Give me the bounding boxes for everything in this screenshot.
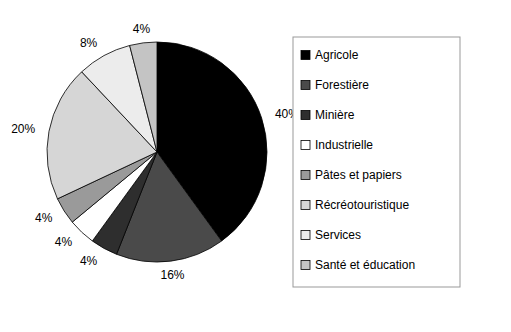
data-label: 4% <box>80 254 98 268</box>
data-label: 8% <box>80 36 98 50</box>
data-label: 4% <box>133 22 151 36</box>
chart-container: 40%16%4%4%4%20%8%4%AgricoleForestièreMin… <box>0 0 511 332</box>
pie-slice <box>130 42 157 152</box>
chart-svg: 40%16%4%4%4%20%8%4%AgricoleForestièreMin… <box>0 0 511 332</box>
legend-box <box>293 37 460 287</box>
legend-label: Services <box>315 228 361 242</box>
legend-swatch <box>301 261 310 270</box>
slices <box>47 42 267 262</box>
legend-label: Santé et éducation <box>315 258 415 272</box>
legend-label: Forestière <box>315 78 369 92</box>
legend-label: Agricole <box>315 48 359 62</box>
legend-swatch <box>301 51 310 60</box>
legend-swatch <box>301 171 310 180</box>
data-label: 20% <box>11 122 35 136</box>
data-label: 16% <box>161 268 185 282</box>
legend-label: Industrielle <box>315 138 373 152</box>
data-labels: 40%16%4%4%4%20%8%4% <box>11 22 299 282</box>
legend: Agricole Forestière Minière Industrielle Pât… <box>293 37 460 287</box>
data-label: 4% <box>35 211 53 225</box>
legend-swatch <box>301 81 310 90</box>
legend-label: Récréotouristique <box>315 198 409 212</box>
data-label: 4% <box>55 235 73 249</box>
legend-swatch <box>301 231 310 240</box>
legend-swatch <box>301 141 310 150</box>
legend-swatch <box>301 201 310 210</box>
legend-swatch <box>301 111 310 120</box>
legend-label: Pâtes et papiers <box>315 168 402 182</box>
legend-label: Minière <box>315 108 355 122</box>
